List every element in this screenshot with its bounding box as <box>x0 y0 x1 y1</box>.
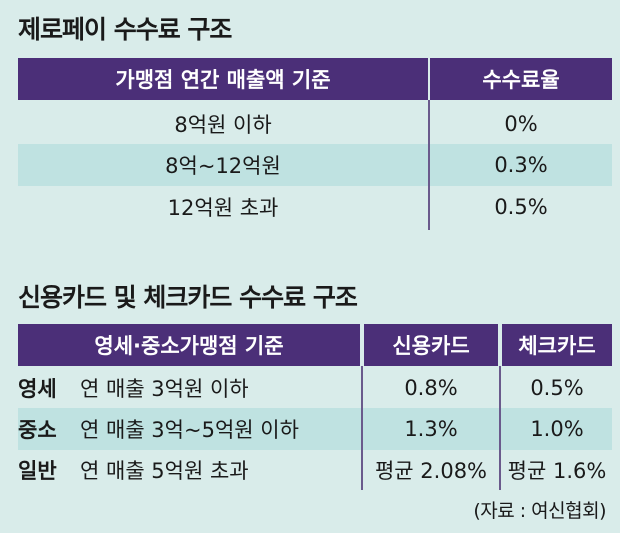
cards-row-type: 일반 <box>18 459 57 483</box>
zeropay-row: 8억원 이하 0% <box>18 104 612 144</box>
cards-row: 영세 연 매출 3억원 이하 0.8% 0.5% <box>18 368 612 408</box>
zeropay-row-criterion: 12억원 초과 <box>167 196 279 220</box>
zeropay-row: 12억원 초과 0.5% <box>18 186 612 228</box>
zeropay-row: 8억~12억원 0.3% <box>18 144 612 186</box>
cards-column-divider <box>499 366 501 490</box>
cards-column-divider <box>361 366 363 490</box>
cards-row-type: 중소 <box>18 418 57 442</box>
cards-row-credit: 평균 2.08% <box>374 459 488 483</box>
cards-row-check: 0.5% <box>530 376 584 400</box>
zeropay-row-rate: 0% <box>504 112 538 136</box>
zeropay-row-criterion: 8억~12억원 <box>165 154 281 178</box>
cards-row-criterion: 연 매출 3억원 이하 <box>80 377 249 401</box>
cards-header-check: 체크카드 <box>502 324 612 366</box>
cards-row-type: 영세 <box>18 377 57 401</box>
cards-row-criterion: 연 매출 3억~5억원 이하 <box>80 418 299 442</box>
cards-title: 신용카드 및 체크카드 수수료 구조 <box>18 283 358 312</box>
cards-row-criterion: 연 매출 5억원 초과 <box>80 459 249 483</box>
zeropay-header-rate: 수수료율 <box>430 58 612 100</box>
source-note: (자료 : 여신협회) <box>473 500 606 522</box>
cards-header-credit: 신용카드 <box>364 324 498 366</box>
cards-row: 일반 연 매출 5억원 초과 평균 2.08% 평균 1.6% <box>18 450 612 490</box>
zeropay-row-criterion: 8억원 이하 <box>174 113 272 137</box>
cards-header-criterion: 영세·중소가맹점 기준 <box>18 324 360 366</box>
cards-row-check: 평균 1.6% <box>507 459 607 483</box>
cards-row: 중소 연 매출 3억~5억원 이하 1.3% 1.0% <box>18 408 612 450</box>
cards-row-credit: 0.8% <box>404 376 458 400</box>
zeropay-row-rate: 0.5% <box>494 195 548 219</box>
cards-row-credit: 1.3% <box>404 417 458 441</box>
zeropay-row-rate: 0.3% <box>494 153 548 177</box>
zeropay-header-criterion: 가맹점 연간 매출액 기준 <box>18 58 428 100</box>
zeropay-column-divider <box>428 100 430 230</box>
cards-row-check: 1.0% <box>530 417 584 441</box>
zeropay-title: 제로페이 수수료 구조 <box>18 15 232 44</box>
